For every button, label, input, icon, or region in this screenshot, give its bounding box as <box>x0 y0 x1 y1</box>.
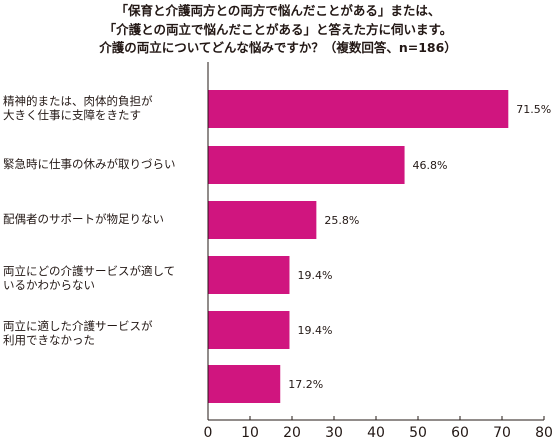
x-tick-label-80: 80 <box>535 425 553 441</box>
value-label-3: 25.8% <box>324 214 359 227</box>
value-label-5: 19.4% <box>297 324 332 337</box>
x-tick-label-20: 20 <box>283 425 301 441</box>
bar-1 <box>208 90 509 128</box>
value-labels-layer: 71.5% 46.8% 25.8% 19.4% 19.4% 17.2% <box>288 103 551 391</box>
category-label-5: 両立に適した介護サービスが 利用できなかった <box>3 319 153 347</box>
chart-title-line-1: 「保育と介護両方との両方で悩んだことがある」または、 <box>115 3 441 18</box>
bar-3 <box>208 201 317 239</box>
chart-title: 「保育と介護両方との両方で悩んだことがある」または、 「介護との両立で悩んだこと… <box>0 2 556 58</box>
value-label-1: 71.5% <box>516 103 551 116</box>
x-tick-label-60: 60 <box>451 425 469 441</box>
category-label-4: 両立にどの介護サービスが適して いるかわからない <box>3 264 176 292</box>
chart-title-line-2: 「介護との両立で悩んだことがある」と答えた方に伺います。 <box>103 21 453 37</box>
value-label-2: 46.8% <box>413 159 448 172</box>
x-tick-label-0: 0 <box>204 425 213 441</box>
x-axis: 0 10 20 30 40 50 60 70 80 <box>204 62 553 441</box>
value-label-4: 19.4% <box>297 269 332 282</box>
bar-5 <box>208 311 290 349</box>
chart-title-line-3: 介護の両立についてどんな悩みですか？（複数回答、n=186） <box>99 40 457 55</box>
bars-layer <box>208 90 509 403</box>
category-label-1: 精神的または、肉体的負担が 大きく仕事に支障をきたす <box>3 94 153 122</box>
category-label-3: 配偶者のサポートが物足りない <box>3 212 164 226</box>
bar-6 <box>208 365 281 403</box>
x-tick-label-50: 50 <box>409 425 427 441</box>
bar-2 <box>208 146 405 184</box>
x-tick-label-40: 40 <box>367 425 385 441</box>
category-label-2: 緊急時に仕事の休みが取りづらい <box>3 157 176 171</box>
x-tick-label-30: 30 <box>325 425 343 441</box>
x-tick-label-70: 70 <box>493 425 511 441</box>
bar-4 <box>208 256 290 294</box>
x-tick-label-10: 10 <box>241 425 259 441</box>
value-label-6: 17.2% <box>288 378 323 391</box>
